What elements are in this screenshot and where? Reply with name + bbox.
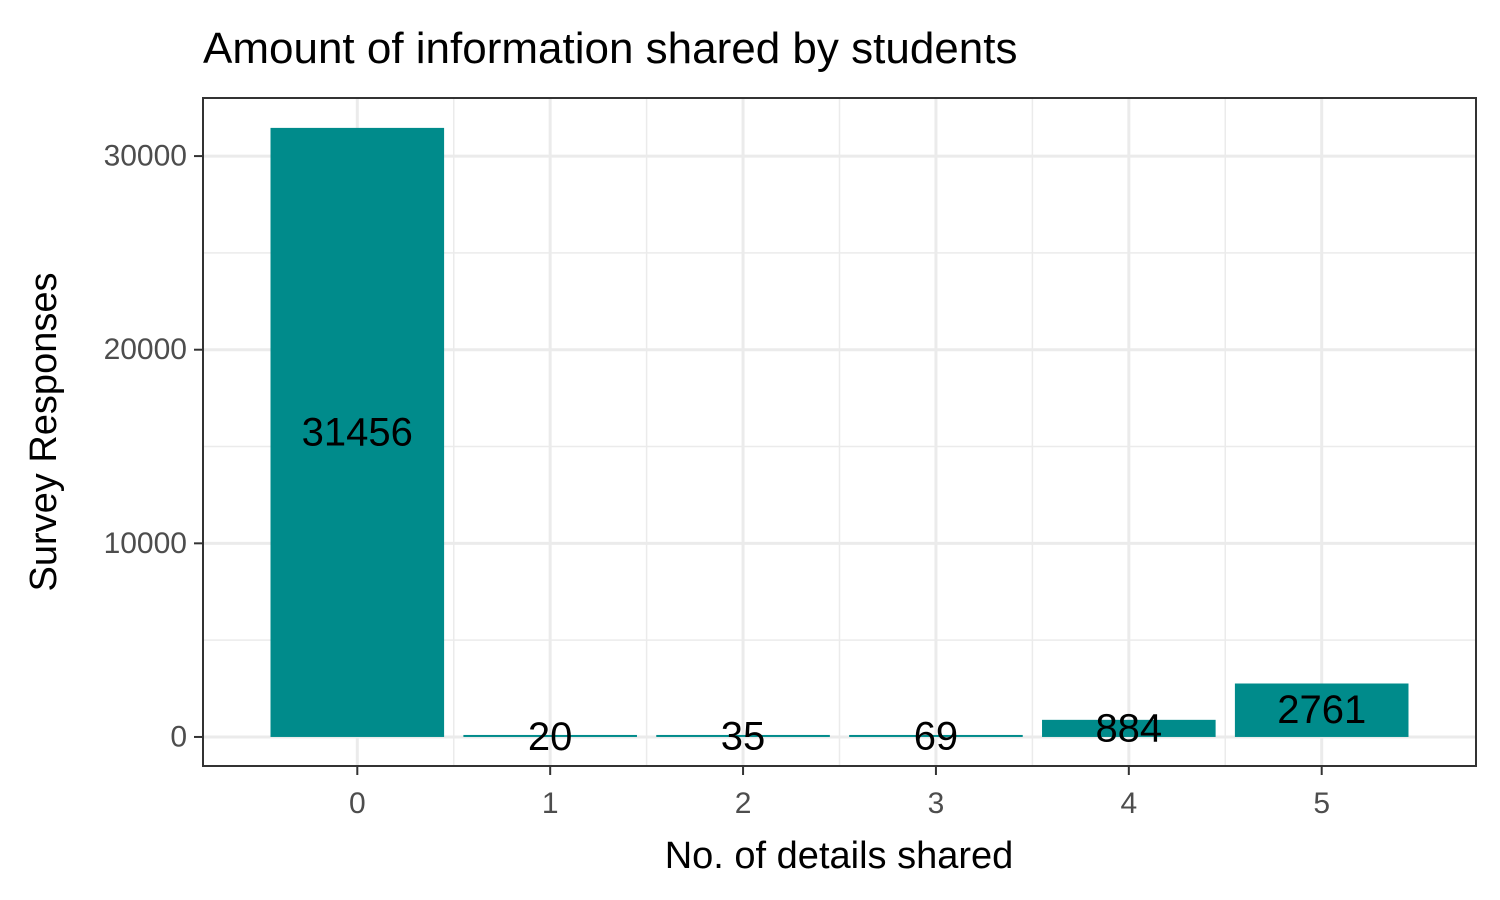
bar-4	[1042, 719, 1216, 737]
x-axis-title: No. of details shared	[665, 835, 1014, 877]
data-labels: 31456 20 35 69 884 2761	[302, 410, 1367, 758]
x-tick-label-4: 4	[1120, 787, 1137, 820]
x-axis-ticks: 0 1 2 3 4 5	[349, 766, 1330, 820]
bars	[270, 127, 1409, 737]
y-tick-label-10000: 10000	[104, 527, 187, 560]
data-label-0: 31456	[302, 410, 413, 454]
data-label-4: 884	[1095, 706, 1162, 750]
y-tick-label-30000: 30000	[104, 140, 187, 173]
data-label-1: 20	[528, 715, 573, 759]
bar-5	[1234, 683, 1409, 737]
x-tick-label-3: 3	[928, 787, 945, 820]
bar-3	[849, 734, 1023, 737]
x-tick-label-2: 2	[735, 787, 752, 820]
x-tick-label-1: 1	[542, 787, 559, 820]
bar-2	[656, 734, 830, 737]
data-label-2: 35	[721, 715, 766, 759]
bar-1	[463, 734, 637, 737]
bar-0	[270, 127, 445, 737]
chart-title: Amount of information shared by students	[203, 24, 1017, 73]
y-tick-label-20000: 20000	[104, 333, 187, 366]
data-label-5: 2761	[1277, 688, 1366, 732]
y-tick-label-0: 0	[170, 720, 187, 753]
y-axis-title: Survey Responses	[23, 273, 65, 592]
y-axis-ticks: 0 10000 20000 30000	[104, 140, 203, 753]
data-label-3: 69	[914, 714, 959, 758]
x-tick-label-0: 0	[349, 787, 366, 820]
panel-border	[202, 97, 1477, 767]
x-tick-label-5: 5	[1313, 787, 1330, 820]
